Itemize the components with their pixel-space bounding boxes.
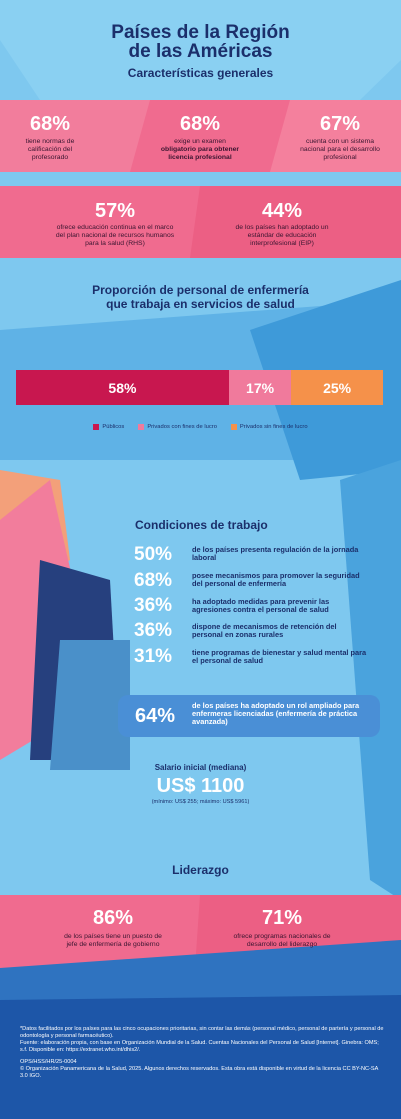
footer-note: *Datos facilitados por los países para l… bbox=[20, 1026, 384, 1039]
stat-text: exige un examen bbox=[174, 138, 226, 145]
stat-text: tiene programas de bienestar y salud men… bbox=[192, 648, 367, 665]
stat-text: exige un examen obligatorio para obtener … bbox=[150, 138, 250, 162]
subtitle: Características generales bbox=[127, 66, 274, 80]
stat-value: 68% bbox=[29, 113, 71, 135]
footer-code: OPS/HSS/HR/25-0004 bbox=[20, 1059, 77, 1065]
stat-value: 50% bbox=[134, 544, 173, 565]
stat-text: dispone de mecanismos de retención del p… bbox=[192, 622, 337, 639]
legend-item: Privados con fines de lucro bbox=[138, 424, 217, 430]
chart-title: Proporción de personal de enfermería que… bbox=[92, 283, 309, 311]
stacked-bar: 58% 17% 25% bbox=[16, 370, 383, 405]
stat-text: tiene normas de calificación del profeso… bbox=[25, 138, 75, 161]
legend-swatch bbox=[230, 424, 237, 430]
title: Países de la Región bbox=[111, 22, 290, 43]
stat-value: 67% bbox=[319, 113, 361, 135]
salary-label: Salario inicial (mediana) bbox=[154, 763, 247, 772]
stat-value: 44% bbox=[261, 200, 303, 222]
value-label: 17% bbox=[246, 379, 275, 396]
stat-text: ofrece educación continua en el marco de… bbox=[55, 224, 175, 247]
highlight-text: de los países ha adoptado un rol ampliad… bbox=[192, 701, 360, 726]
stat-value: 36% bbox=[134, 595, 173, 616]
legend: Públicos Privados con fines de lucro Priva… bbox=[0, 424, 401, 430]
footer-source: Fuente: elaboración propia, con base en … bbox=[20, 1040, 379, 1053]
stat-value: 31% bbox=[134, 646, 173, 667]
section-title: Liderazgo bbox=[172, 863, 229, 877]
legend-label: Privados sin fines de lucro bbox=[239, 424, 308, 430]
salary-note: (mínimo: US$ 255; máximo: US$ 5961) bbox=[151, 799, 250, 805]
bar-segment: 25% bbox=[291, 370, 383, 405]
salary-value: US$ 1100 bbox=[156, 775, 245, 797]
legend-swatch bbox=[93, 424, 100, 430]
section-title: Condiciones de trabajo bbox=[135, 518, 268, 532]
stat-value: 68% bbox=[179, 113, 221, 135]
stat-text-bold: obligatorio para obtener licencia profes… bbox=[160, 146, 240, 161]
stat-value: 36% bbox=[134, 620, 173, 641]
bar-segment: 58% bbox=[16, 370, 229, 405]
bar-segment: 17% bbox=[228, 370, 292, 405]
legend-label: Privados con fines de lucro bbox=[147, 424, 217, 430]
stat-value: 71% bbox=[261, 907, 303, 929]
stat-text: ofrece programas nacionales de desarroll… bbox=[233, 933, 331, 948]
stat-value: 57% bbox=[94, 200, 136, 222]
stat-value: 68% bbox=[134, 570, 173, 591]
stat-text: posee mecanismos para promover la seguri… bbox=[192, 571, 360, 588]
value-label: 58% bbox=[108, 379, 137, 396]
value-label: 25% bbox=[323, 379, 352, 396]
legend-swatch bbox=[138, 424, 145, 430]
stat-text: de los países tiene un puesto de jefe de… bbox=[64, 933, 162, 948]
stat-text: cuenta con un sistema nacional para el d… bbox=[300, 138, 380, 161]
stat-value: 86% bbox=[92, 907, 134, 929]
legend-label: Públicos bbox=[102, 424, 125, 430]
legend-item: Privados sin fines de lucro bbox=[230, 424, 308, 430]
stat-text: ha adoptado medidas para prevenir las ag… bbox=[192, 597, 330, 614]
highlight-value: 64% bbox=[135, 705, 176, 727]
stat-text: de los países han adoptado un estándar d… bbox=[235, 224, 329, 247]
stat-text: de los países presenta regulación de la … bbox=[192, 545, 359, 562]
legend-item: Públicos bbox=[93, 424, 124, 430]
footer-copyright: © Organización Panamericana de la Salud,… bbox=[20, 1066, 379, 1079]
title: de las Américas bbox=[128, 41, 273, 62]
